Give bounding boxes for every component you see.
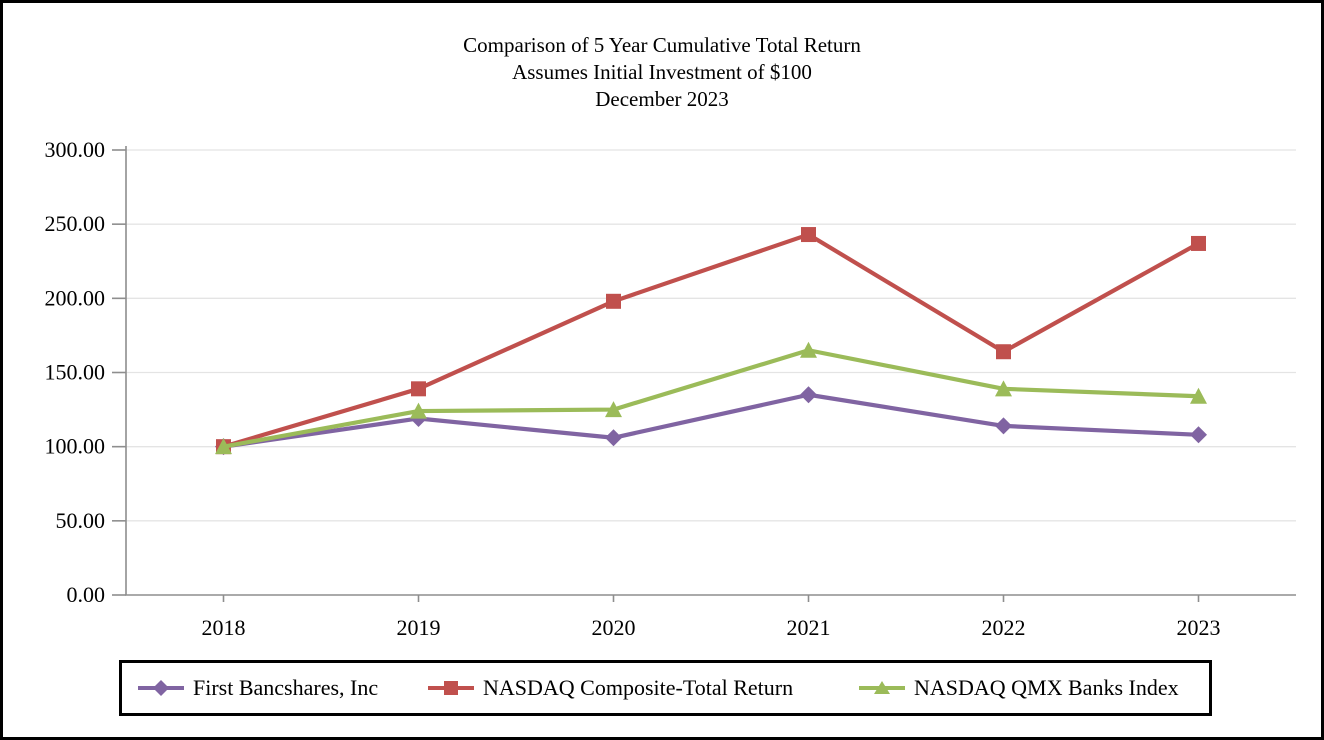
triangle-marker (410, 402, 427, 419)
y-tick-label: 0.00 (67, 582, 106, 607)
chart-title: Comparison of 5 Year Cumulative Total Re… (3, 32, 1321, 113)
y-tick-label: 250.00 (45, 211, 106, 236)
chart-title-line1: Comparison of 5 Year Cumulative Total Re… (463, 33, 861, 57)
legend-label: NASDAQ Composite-Total Return (483, 675, 794, 700)
x-tick-label: 2020 (592, 615, 636, 640)
triangle-marker (605, 401, 622, 418)
diamond-marker (605, 429, 622, 447)
chart-plot-area: 0.00 50.00 100.00 150.00 200.00 250.00 300.00 2… (45, 137, 1296, 640)
y-tick-label: 100.00 (45, 434, 106, 459)
diamond-marker-icon (138, 680, 184, 696)
legend-item-nasdaq-composite: NASDAQ Composite-Total Return (428, 675, 793, 701)
square-marker (606, 293, 621, 309)
y-tick-label: 300.00 (45, 137, 106, 162)
diamond-marker (995, 417, 1012, 435)
square-marker-icon (428, 681, 474, 695)
y-tick-label: 200.00 (45, 285, 106, 310)
series-line (223, 392, 1199, 449)
triangle-marker (995, 380, 1012, 397)
y-tick-label: 150.00 (45, 360, 106, 385)
triangle-marker (800, 341, 817, 358)
x-tick-label: 2019 (397, 615, 441, 640)
chart-title-line3: December 2023 (595, 87, 729, 111)
square-marker (411, 381, 426, 397)
chart-title-line2: Assumes Initial Investment of $100 (512, 60, 812, 84)
series-line (222, 232, 1200, 449)
legend-item-nasdaq-qmx-banks: NASDAQ QMX Banks Index (859, 675, 1179, 701)
square-marker (1191, 235, 1206, 251)
triangle-marker (215, 438, 232, 455)
y-tick-label: 50.00 (56, 508, 106, 533)
diamond-marker (800, 386, 817, 404)
diamond-marker (1190, 426, 1207, 444)
triangle-marker (1190, 387, 1207, 404)
legend-item-first-bancshares: First Bancshares, Inc (138, 675, 378, 701)
chart-legend: First Bancshares, Inc NASDAQ Composite-T… (119, 660, 1212, 716)
triangle-marker-icon (859, 681, 905, 694)
x-tick-label: 2021 (787, 615, 831, 640)
x-tick-label: 2018 (202, 615, 246, 640)
square-marker (801, 227, 816, 243)
legend-label: First Bancshares, Inc (193, 675, 379, 700)
series-line (223, 348, 1199, 449)
x-tick-label: 2022 (982, 615, 1026, 640)
square-marker (996, 344, 1011, 360)
x-tick-label: 2023 (1177, 615, 1221, 640)
legend-label: NASDAQ QMX Banks Index (914, 675, 1179, 700)
